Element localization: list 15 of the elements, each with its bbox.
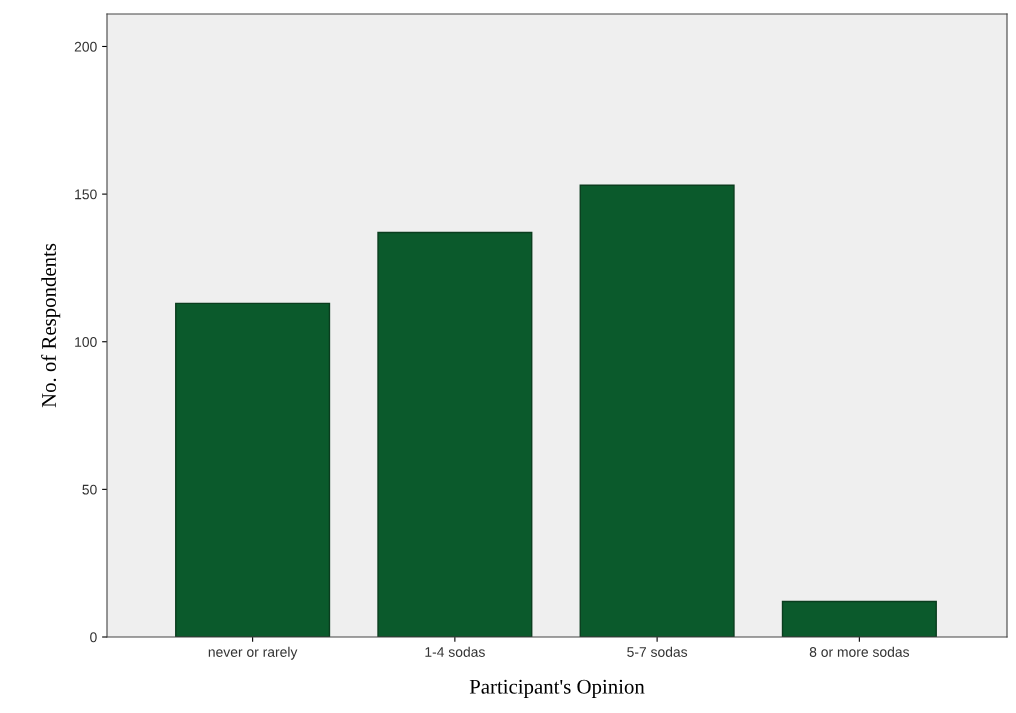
y-tick-label: 150 bbox=[75, 189, 97, 200]
x-tick-label: 5-7 sodas bbox=[627, 646, 688, 657]
x-tick-label: never or rarely bbox=[208, 646, 298, 660]
bar bbox=[579, 184, 735, 637]
x-tick-label: 8 or more sodas bbox=[809, 646, 910, 657]
bar bbox=[377, 231, 533, 637]
y-tick-label: 0 bbox=[90, 632, 97, 643]
bar bbox=[781, 600, 937, 637]
x-tick-label: 1-4 sodas bbox=[425, 646, 485, 657]
bar bbox=[175, 302, 331, 637]
y-tick-label: 50 bbox=[82, 484, 97, 495]
y-tick-label: 100 bbox=[75, 337, 97, 347]
y-tick-label: 200 bbox=[74, 41, 97, 52]
y-axis-title: No. of Respondents bbox=[41, 243, 61, 408]
x-axis-title: Participant's Opinion bbox=[469, 679, 645, 699]
